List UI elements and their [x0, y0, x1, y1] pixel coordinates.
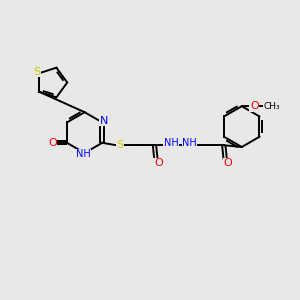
Text: CH₃: CH₃: [264, 102, 280, 111]
Text: NH: NH: [164, 138, 178, 148]
Text: NH: NH: [76, 149, 91, 160]
Text: N: N: [100, 116, 108, 126]
Text: O: O: [223, 158, 232, 168]
Text: O: O: [48, 138, 57, 148]
Text: S: S: [116, 140, 123, 150]
Text: O: O: [154, 158, 163, 168]
Text: O: O: [250, 101, 259, 111]
Text: S: S: [33, 67, 40, 77]
Text: NH: NH: [182, 138, 197, 148]
